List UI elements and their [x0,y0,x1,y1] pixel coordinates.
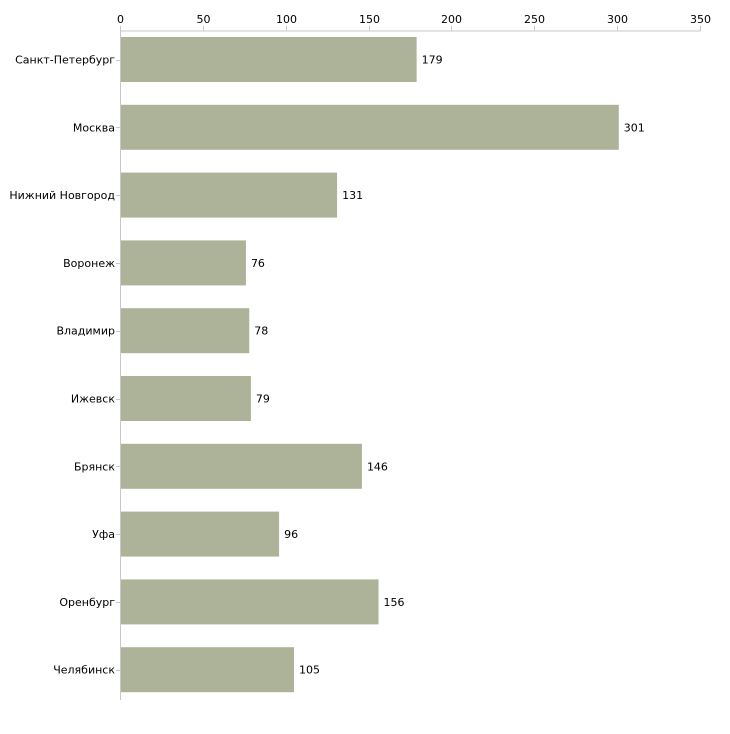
value-label-6: 146 [367,460,388,473]
bar-6 [121,443,362,489]
category-label-1: Москва [73,121,115,134]
bar-8 [121,579,379,625]
bar-7 [121,511,280,557]
category-label-8: Оренбург [59,596,115,609]
bar-9 [121,647,294,693]
value-label-9: 105 [299,664,320,677]
value-label-8: 156 [384,596,405,609]
value-label-3: 76 [251,257,265,270]
value-label-5: 79 [256,393,270,406]
x-tick-label-150: 150 [359,13,380,26]
category-label-0: Санкт-Петербург [15,54,115,67]
data-labels: 179 301 131 76 78 79 146 96 156 105 [251,54,645,677]
bar-1 [121,104,619,150]
bars [121,37,619,693]
value-label-2: 131 [342,189,363,202]
bar-0 [121,37,417,82]
x-tick-label-50: 50 [197,13,211,26]
bar-3 [121,240,246,286]
bar-5 [121,376,251,421]
x-axis: 0 50 100 150 200 250 300 350 [117,13,711,32]
x-tick-label-300: 300 [607,13,628,26]
bar-4 [121,308,250,354]
bar-2 [121,172,338,218]
category-label-5: Ижевск [71,393,115,406]
y-axis: Санкт-Петербург Москва Нижний Новгород Воро… [9,31,121,700]
x-tick-label-250: 250 [524,13,545,26]
category-label-9: Челябинск [53,664,115,677]
value-label-4: 78 [254,325,268,338]
value-label-7: 96 [284,528,298,541]
category-label-4: Владимир [56,325,115,338]
value-label-1: 301 [624,121,645,134]
x-tick-label-100: 100 [276,13,297,26]
x-tick-label-200: 200 [441,13,462,26]
value-label-0: 179 [422,54,443,67]
category-label-3: Воронеж [63,257,115,270]
x-tick-label-0: 0 [117,13,124,26]
category-label-7: Уфа [92,528,115,541]
x-tick-label-350: 350 [690,13,711,26]
category-label-2: Нижний Новгород [9,189,115,202]
category-label-6: Брянск [74,460,115,473]
